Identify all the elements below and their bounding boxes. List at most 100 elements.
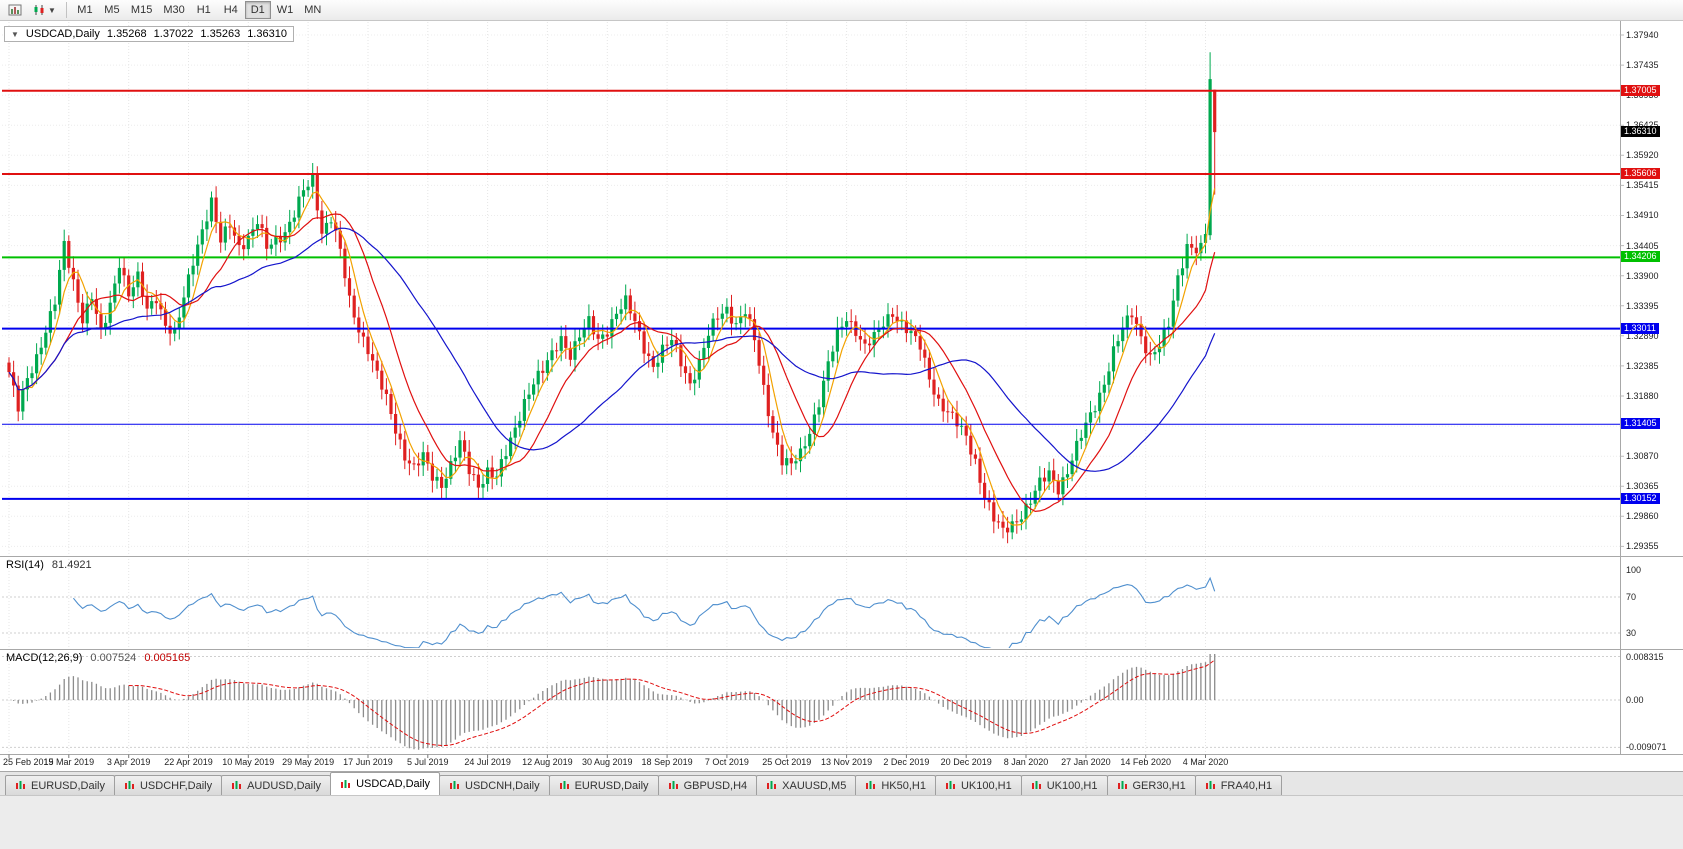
timeframe-button-w1[interactable]: W1 <box>272 1 299 19</box>
chart-tabs-bar: EURUSD,Daily USDCHF,Daily AUDUSD,Daily USDC… <box>0 771 1683 795</box>
ma-34-line <box>8 227 1216 472</box>
macd-signal-value: 0.005165 <box>144 652 191 664</box>
date-label: 2 Dec 2019 <box>883 757 930 767</box>
timeframe-toolbar: M1 M5 M15 M30 H1 H4 D1 W1 MN <box>72 1 326 19</box>
price-axis-label: 1.35920 <box>1626 150 1659 161</box>
price-axis-label: 1.33395 <box>1626 300 1659 311</box>
tab-label: FRA40,H1 <box>1220 779 1273 792</box>
toolbar-separator <box>65 2 67 18</box>
chart-tab-gbpusd-h4[interactable]: GBPUSD,H4 <box>657 775 758 795</box>
tab-label: EURUSD,Daily <box>574 779 649 792</box>
timeframe-button-d1[interactable]: D1 <box>244 1 271 19</box>
price-axis-label: 1.34910 <box>1626 210 1659 221</box>
timeframe-button-h1[interactable]: H1 <box>191 1 217 19</box>
chart-tab-usdcnh-daily[interactable]: USDCNH,Daily <box>439 775 550 795</box>
tab-label: GBPUSD,H4 <box>683 779 748 792</box>
timeframe-button-h4[interactable]: H4 <box>218 1 244 19</box>
status-bar <box>0 795 1683 849</box>
chart-title: ▼ USDCAD,Daily 1.35268 1.37022 1.35263 1… <box>4 26 294 42</box>
timeframe-button-m5[interactable]: M5 <box>99 1 125 19</box>
current-price-tag: 1.36310 <box>1621 126 1660 138</box>
tab-label: USDCHF,Daily <box>139 779 213 792</box>
ohlc-open: 1.35268 <box>106 28 147 40</box>
chart-style-dropdown-button[interactable]: ▼ <box>28 1 61 19</box>
level-price-tag: 1.31405 <box>1621 418 1660 430</box>
chart-tab-usdcad-daily[interactable]: USDCAD,Daily <box>330 772 441 795</box>
price-axis-label: 1.32385 <box>1626 360 1659 371</box>
date-label: 25 Oct 2019 <box>762 757 812 767</box>
macd-axis-label: -0.009071 <box>1626 742 1667 753</box>
tab-chart-icon <box>341 779 351 788</box>
tab-label: HK50,H1 <box>881 779 926 792</box>
date-tickmarks <box>8 754 1206 758</box>
panel-dividers[interactable] <box>0 556 1683 755</box>
tab-chart-icon <box>668 781 678 789</box>
caret-down-icon: ▼ <box>48 5 56 15</box>
price-axis-label: 1.32890 <box>1626 330 1659 341</box>
chart-tab-uk100-h1[interactable]: UK100,H1 <box>1020 775 1108 795</box>
date-label: 18 Sep 2019 <box>641 757 693 767</box>
price-axis-label: 1.30365 <box>1626 481 1659 492</box>
chart-tab-fra40-h1[interactable]: FRA40,H1 <box>1194 775 1283 795</box>
timeframe-button-m30[interactable]: M30 <box>158 1 189 19</box>
date-label: 7 Oct 2019 <box>704 757 749 767</box>
chart-window-button[interactable] <box>3 1 27 19</box>
macd-indicator-label: MACD(12,26,9) 0.007524 0.005165 <box>6 652 190 664</box>
tab-chart-icon <box>1031 781 1041 789</box>
timeframe-button-m1[interactable]: M1 <box>72 1 98 19</box>
main-price-panel[interactable] <box>2 52 1620 544</box>
chart-tab-hk50-h1[interactable]: HK50,H1 <box>855 775 936 795</box>
date-label: 10 May 2019 <box>222 757 275 767</box>
rsi-indicator-label: RSI(14) 81.4921 <box>6 559 92 571</box>
date-label: 22 Apr 2019 <box>164 757 213 767</box>
tab-chart-icon <box>450 781 460 789</box>
date-label: 17 Jun 2019 <box>343 757 393 767</box>
ohlc-close: 1.36310 <box>247 28 287 40</box>
chart-tab-uk100-h1[interactable]: UK100,H1 <box>934 775 1022 795</box>
macd-histogram <box>12 654 1216 750</box>
date-label: 15 Mar 2019 <box>43 757 95 767</box>
tab-label: GER30,H1 <box>1132 779 1186 792</box>
tab-label: UK100,H1 <box>1046 779 1098 792</box>
date-label: 29 May 2019 <box>282 757 335 767</box>
bar-chart-icon <box>8 4 22 16</box>
date-label: 5 Jul 2019 <box>407 757 449 767</box>
price-axis-label: 1.37435 <box>1626 60 1659 71</box>
tab-label: EURUSD,Daily <box>31 779 105 792</box>
chart-tab-xauusd-m5[interactable]: XAUUSD,M5 <box>756 775 857 795</box>
vertical-gridlines <box>8 22 1206 754</box>
tab-chart-icon <box>124 781 134 789</box>
date-label: 27 Jan 2020 <box>1061 757 1111 767</box>
price-axis-label: 1.31880 <box>1626 390 1659 401</box>
date-label: 12 Aug 2019 <box>522 757 573 767</box>
chart-tab-eurusd-daily[interactable]: EURUSD,Daily <box>5 775 115 795</box>
chart-tab-ger30-h1[interactable]: GER30,H1 <box>1106 775 1196 795</box>
rsi-line <box>72 576 1216 648</box>
date-label: 20 Dec 2019 <box>940 757 992 767</box>
timeframe-button-m15[interactable]: M15 <box>126 1 157 19</box>
date-axis[interactable]: 25 Feb 2019 15 Mar 2019 3 Apr 2019 22 Apr 2… <box>0 755 1683 771</box>
macd-panel[interactable] <box>2 654 1620 750</box>
chart-tab-eurusd-daily[interactable]: EURUSD,Daily <box>548 775 659 795</box>
rsi-panel[interactable] <box>2 576 1620 650</box>
candlestick-style-icon <box>34 5 44 15</box>
price-axis[interactable]: 1.379401.374351.369301.364251.359201.354… <box>1620 0 1683 755</box>
rsi-axis-label: 100 <box>1626 565 1642 575</box>
ohlc-low: 1.35263 <box>200 28 241 40</box>
macd-axis-label: 0.008315 <box>1626 651 1664 662</box>
level-price-tag: 1.30152 <box>1621 492 1660 504</box>
level-price-tag: 1.35606 <box>1621 168 1660 180</box>
tab-chart-icon <box>1205 781 1215 789</box>
top-toolbar: ▼ M1 M5 M15 M30 H1 H4 D1 W1 MN <box>0 0 1683 21</box>
chart-tab-usdchf-daily[interactable]: USDCHF,Daily <box>113 775 223 795</box>
collapse-triangle-icon[interactable]: ▼ <box>11 29 19 39</box>
price-axis-label: 1.29355 <box>1626 541 1659 552</box>
chart-tab-audusd-daily[interactable]: AUDUSD,Daily <box>221 775 332 795</box>
tab-label: USDCAD,Daily <box>356 778 431 790</box>
timeframe-button-mn[interactable]: MN <box>299 1 326 19</box>
tab-label: UK100,H1 <box>960 779 1012 792</box>
tab-label: XAUUSD,M5 <box>782 779 847 792</box>
